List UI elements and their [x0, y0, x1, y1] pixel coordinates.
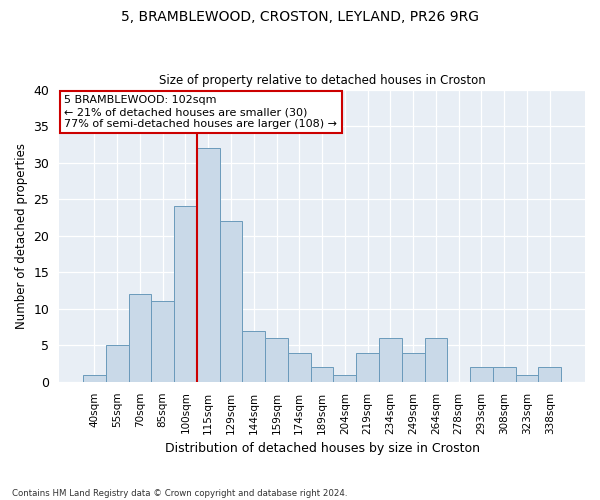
Bar: [311, 367, 334, 382]
Bar: [128, 294, 151, 382]
Bar: [83, 374, 106, 382]
Bar: [220, 221, 242, 382]
Bar: [470, 367, 493, 382]
Bar: [265, 338, 288, 382]
Text: 5, BRAMBLEWOOD, CROSTON, LEYLAND, PR26 9RG: 5, BRAMBLEWOOD, CROSTON, LEYLAND, PR26 9…: [121, 10, 479, 24]
X-axis label: Distribution of detached houses by size in Croston: Distribution of detached houses by size …: [164, 442, 479, 455]
Text: 5 BRAMBLEWOOD: 102sqm
← 21% of detached houses are smaller (30)
77% of semi-deta: 5 BRAMBLEWOOD: 102sqm ← 21% of detached …: [64, 96, 337, 128]
Bar: [425, 338, 447, 382]
Title: Size of property relative to detached houses in Croston: Size of property relative to detached ho…: [159, 74, 485, 87]
Bar: [151, 302, 174, 382]
Bar: [515, 374, 538, 382]
Y-axis label: Number of detached properties: Number of detached properties: [15, 142, 28, 328]
Bar: [402, 352, 425, 382]
Text: Contains HM Land Registry data © Crown copyright and database right 2024.: Contains HM Land Registry data © Crown c…: [12, 488, 347, 498]
Bar: [174, 206, 197, 382]
Bar: [538, 367, 561, 382]
Bar: [334, 374, 356, 382]
Bar: [379, 338, 402, 382]
Bar: [356, 352, 379, 382]
Bar: [106, 346, 128, 382]
Bar: [288, 352, 311, 382]
Bar: [197, 148, 220, 382]
Bar: [242, 330, 265, 382]
Bar: [493, 367, 515, 382]
